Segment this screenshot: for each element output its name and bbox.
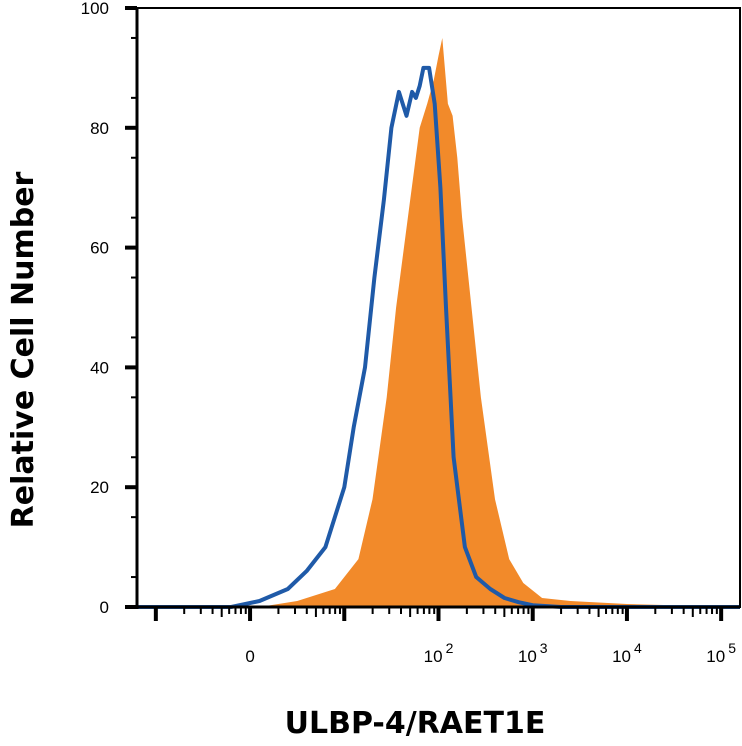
y-tick-label: 80 bbox=[90, 119, 109, 138]
series-layer bbox=[137, 38, 740, 609]
x-tick-exponent: 3 bbox=[540, 640, 548, 656]
x-tick-base: 10 bbox=[424, 647, 443, 666]
x-tick-exponent: 2 bbox=[446, 640, 454, 656]
histogram-filled-series bbox=[259, 38, 740, 607]
y-axis-label: Relative Cell Number bbox=[6, 171, 41, 528]
x-tick-exponent: 4 bbox=[634, 640, 642, 656]
y-tick-label: 40 bbox=[90, 358, 109, 377]
x-tick-base: 10 bbox=[518, 647, 537, 666]
histogram-outline-series bbox=[137, 65, 740, 609]
x-axis-label: ULBP-4/RAET1E bbox=[285, 706, 546, 741]
x-tick-label: 10 5 bbox=[706, 640, 736, 666]
x-tick-label: 10 4 bbox=[612, 640, 642, 666]
x-tick-base: 10 bbox=[612, 647, 631, 666]
y-tick-label: 100 bbox=[81, 0, 109, 18]
y-tick-label: 20 bbox=[90, 478, 109, 497]
x-tick-base: 0 bbox=[245, 647, 254, 666]
x-tick-exponent: 5 bbox=[728, 640, 736, 656]
y-tick-label: 0 bbox=[100, 598, 109, 617]
x-tick-label: 10 2 bbox=[424, 640, 454, 666]
x-tick-label: 10 3 bbox=[518, 640, 548, 666]
x-tick-label: 0 bbox=[245, 647, 254, 666]
labels-layer: Relative Cell Number ULBP-4/RAET1E bbox=[6, 171, 545, 741]
y-tick-label: 60 bbox=[90, 239, 109, 258]
x-tick-base: 10 bbox=[706, 647, 725, 666]
